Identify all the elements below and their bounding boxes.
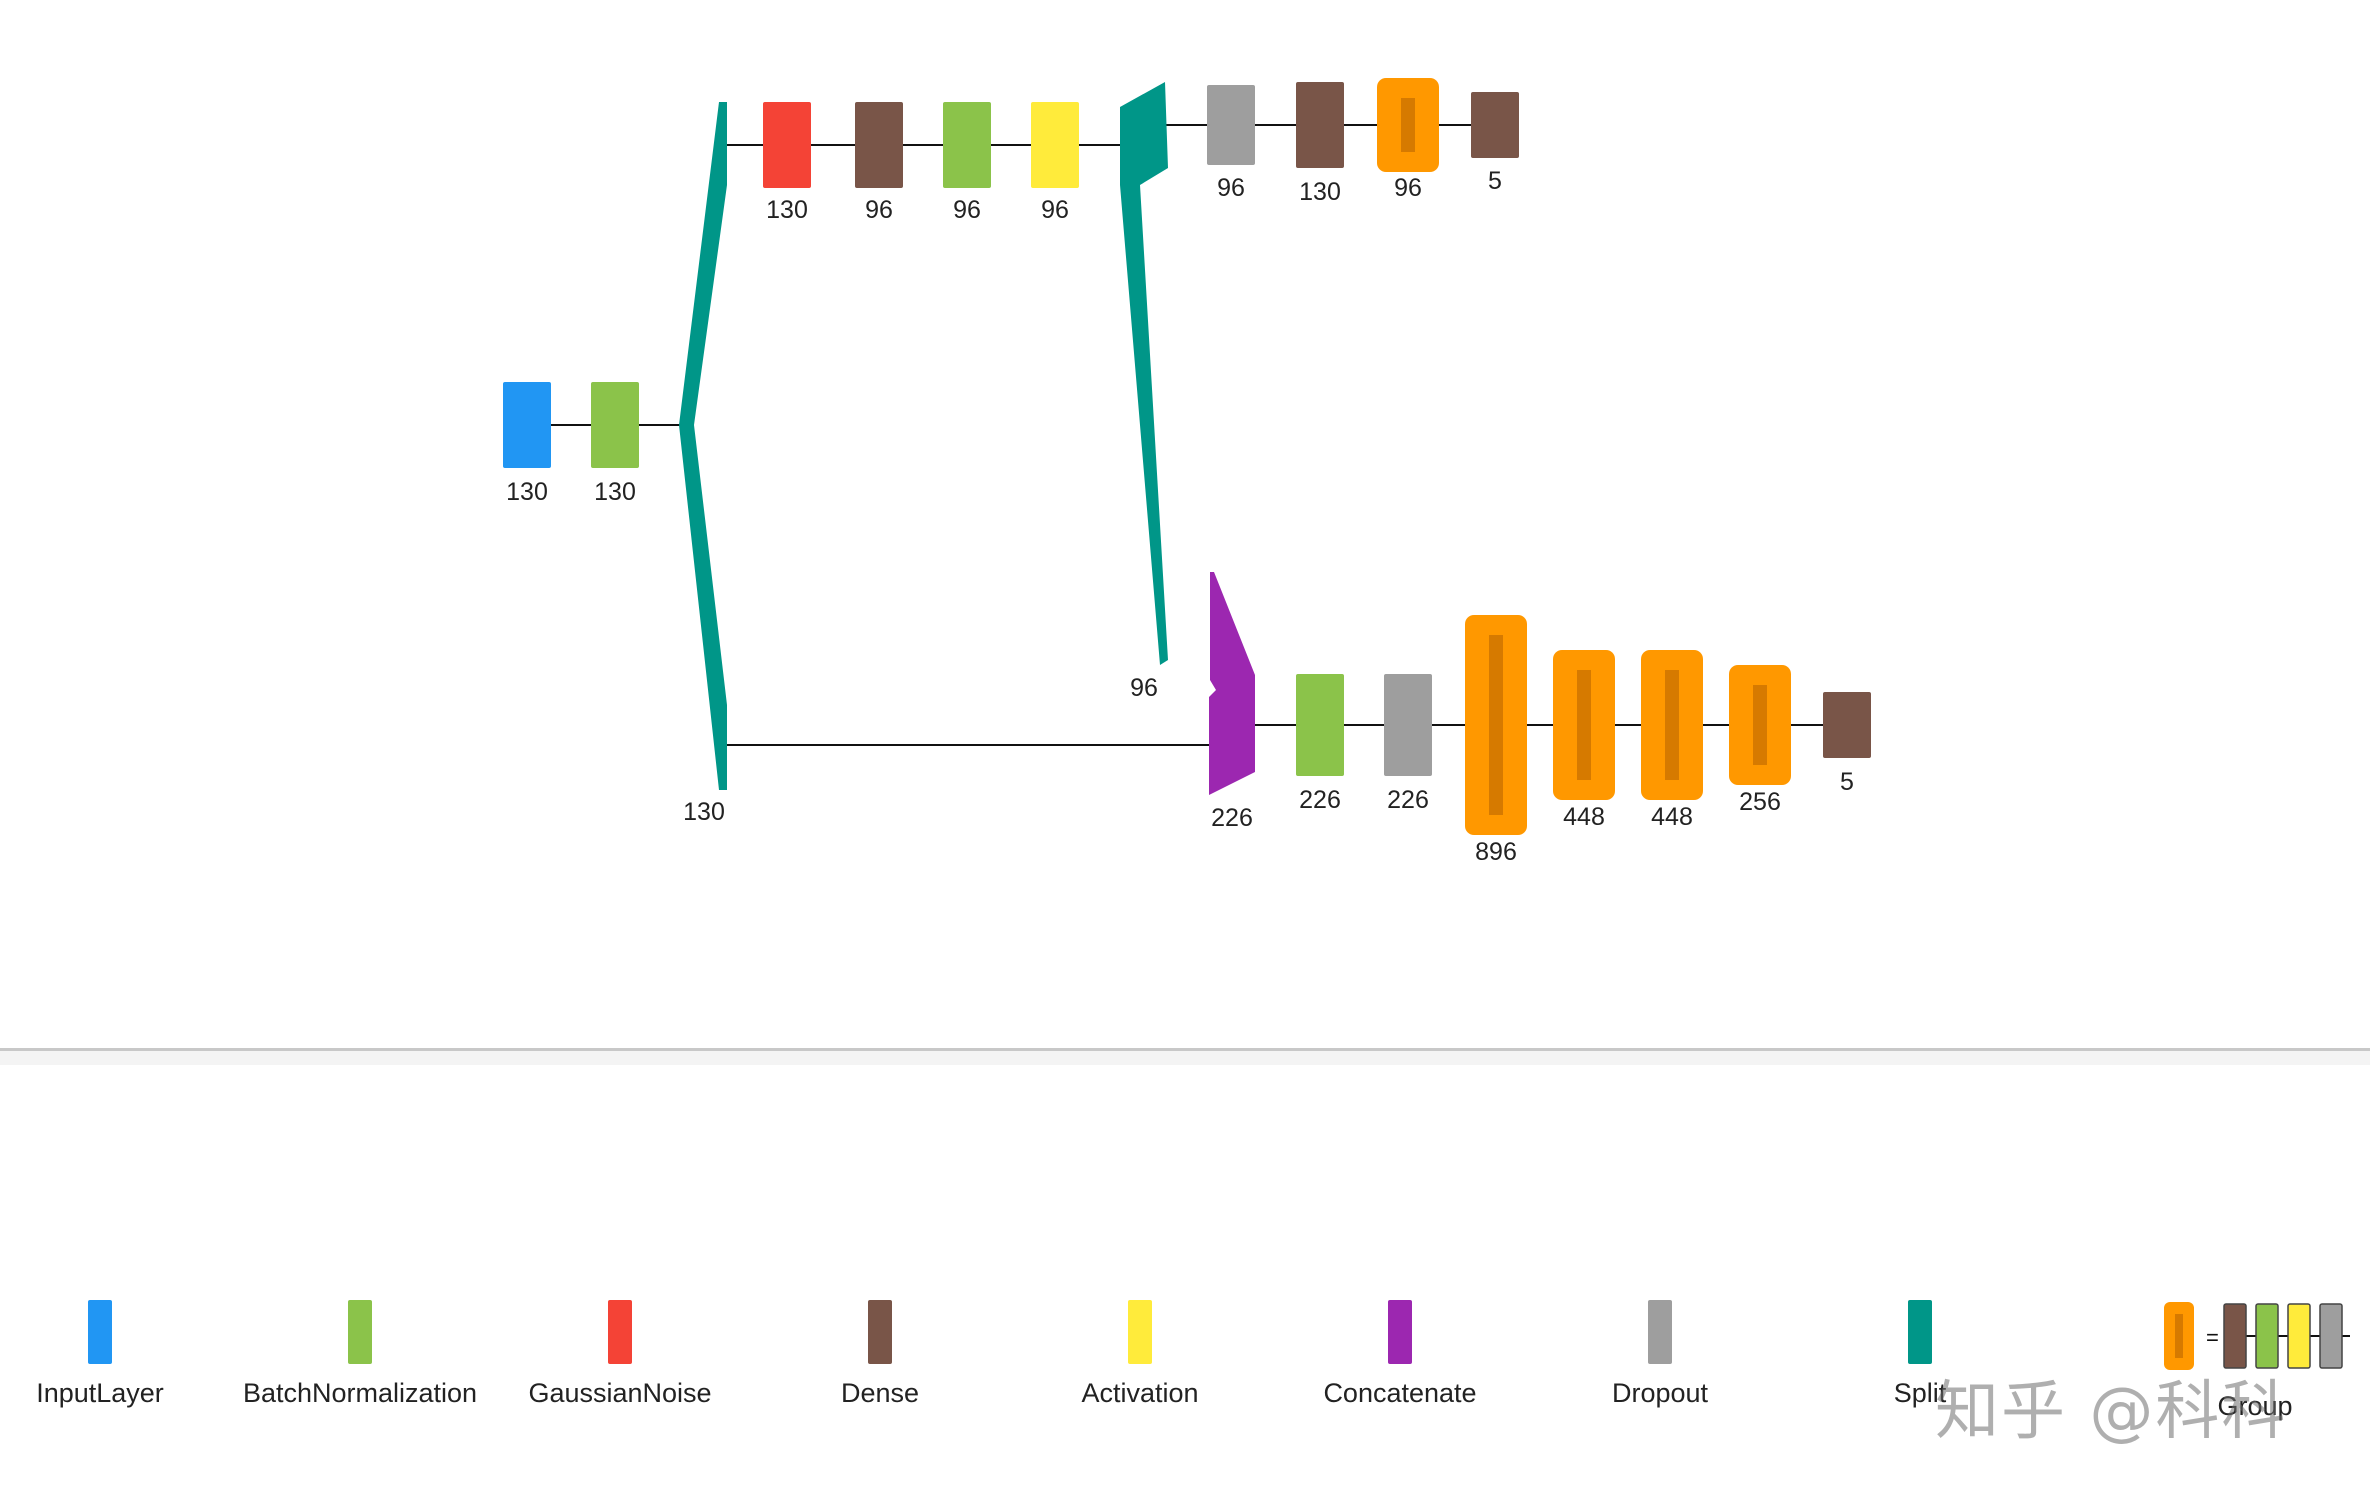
legend-swatch-batch-normalization xyxy=(348,1300,372,1364)
legend-group-part-batch-normalization xyxy=(2255,1303,2279,1369)
node-group-bottomhead-2-inner xyxy=(1489,635,1503,815)
legend-group-part-dense xyxy=(2223,1303,2247,1369)
legend-swatch-concatenate xyxy=(1388,1300,1412,1364)
node-dropout-bottomhead-1[interactable] xyxy=(1384,674,1432,776)
node-dense-bottomhead-6[interactable] xyxy=(1823,692,1871,758)
node-batch-normalization-top-2[interactable] xyxy=(943,102,991,188)
concatenate-shape[interactable] xyxy=(1209,572,1255,795)
split-top-shape[interactable] xyxy=(1120,82,1168,665)
node-batch-normalization-input-1-units: 130 xyxy=(594,478,636,506)
section-divider xyxy=(0,1048,2370,1051)
node-dense-top-1-units: 96 xyxy=(865,196,893,224)
legend-label-concatenate: Concatenate xyxy=(1323,1378,1477,1408)
legend-swatch-split xyxy=(1908,1300,1932,1364)
legend-label-activation: Activation xyxy=(1081,1378,1199,1408)
legend-group-equals: = xyxy=(2206,1325,2219,1350)
legend-item-gaussian-noise: GaussianNoise xyxy=(490,1300,750,1409)
legend-label-split: Split xyxy=(1893,1378,1947,1408)
legend-label-gaussian-noise: GaussianNoise xyxy=(528,1378,712,1408)
node-dense-tophead-1-units: 130 xyxy=(1299,178,1341,206)
legend-label-group: Group xyxy=(2217,1391,2293,1421)
unit-labels: 130 130 130 96 96 96 96 130 96 5 226 226 896 448 448 25… xyxy=(506,167,1854,866)
node-dense-top-1[interactable] xyxy=(855,102,903,188)
legend-swatch-input-layer xyxy=(88,1300,112,1364)
legend-item-group: = Group xyxy=(2150,1300,2360,1422)
node-dense-tophead-1[interactable] xyxy=(1296,82,1344,168)
legend-label-input-layer: InputLayer xyxy=(36,1378,164,1408)
node-group-tophead-2-units: 96 xyxy=(1394,174,1422,202)
node-input-layer-input-0[interactable] xyxy=(503,382,551,468)
split-top-units: 96 xyxy=(1130,674,1158,702)
node-batch-normalization-bottomhead-0-units: 226 xyxy=(1299,786,1341,814)
legend-swatch-group: = xyxy=(2164,1302,2350,1370)
legend-swatch-dense xyxy=(868,1300,892,1364)
node-group-bottomhead-5-units: 256 xyxy=(1739,788,1781,816)
legend-group-inner xyxy=(2175,1314,2183,1358)
legend-group-part-dropout xyxy=(2319,1303,2343,1369)
node-batch-normalization-top-2-units: 96 xyxy=(953,196,981,224)
layer-nodes xyxy=(503,78,1871,835)
node-batch-normalization-bottomhead-0[interactable] xyxy=(1296,674,1344,776)
legend-swatch-dropout xyxy=(1648,1300,1672,1364)
node-dropout-bottomhead-1-units: 226 xyxy=(1387,786,1429,814)
node-group-bottomhead-4-inner xyxy=(1665,670,1679,780)
split-main-units: 130 xyxy=(683,798,725,826)
split-main-shape[interactable] xyxy=(679,102,727,790)
legend-item-input-layer: InputLayer xyxy=(0,1300,230,1409)
node-batch-normalization-input-1[interactable] xyxy=(591,382,639,468)
node-activation-top-3[interactable] xyxy=(1031,102,1079,188)
node-dense-bottomhead-6-units: 5 xyxy=(1840,768,1854,796)
node-gaussian-noise-top-0[interactable] xyxy=(763,102,811,188)
legend-item-split: Split xyxy=(1790,1300,2050,1409)
legend-swatch-activation xyxy=(1128,1300,1152,1364)
node-group-bottomhead-3-units: 448 xyxy=(1563,803,1605,831)
node-activation-top-3-units: 96 xyxy=(1041,196,1069,224)
node-dense-tophead-3-units: 5 xyxy=(1488,167,1502,195)
concatenate-units: 226 xyxy=(1211,804,1253,832)
node-group-tophead-2-inner xyxy=(1401,98,1415,152)
node-group-bottomhead-4-units: 448 xyxy=(1651,803,1693,831)
watermark-text: 知乎 @科科 xyxy=(1935,1375,2288,1449)
legend-item-concatenate: Concatenate xyxy=(1270,1300,1530,1409)
section-divider-shadow xyxy=(0,1051,2370,1065)
legend-item-dense: Dense xyxy=(750,1300,1010,1409)
node-dropout-tophead-0-units: 96 xyxy=(1217,174,1245,202)
legend-item-dropout: Dropout xyxy=(1530,1300,1790,1409)
node-input-layer-input-0-units: 130 xyxy=(506,478,548,506)
legend-item-batch-normalization: BatchNormalization xyxy=(230,1300,490,1409)
legend-label-batch-normalization: BatchNormalization xyxy=(242,1378,478,1408)
node-gaussian-noise-top-0-units: 130 xyxy=(766,196,808,224)
legend-group-part-activation xyxy=(2287,1303,2311,1369)
node-group-bottomhead-2-units: 896 xyxy=(1475,838,1517,866)
legend-label-dense: Dense xyxy=(840,1378,920,1408)
network-diagram: 130 130 130 96 96 96 96 130 96 5 226 226 896 448 448 25… xyxy=(503,78,1871,866)
legend-label-dropout: Dropout xyxy=(1611,1378,1709,1408)
legend-item-activation: Activation xyxy=(1010,1300,1270,1409)
node-group-bottomhead-5-inner xyxy=(1753,685,1767,765)
legend-swatch-gaussian-noise xyxy=(608,1300,632,1364)
node-group-bottomhead-3-inner xyxy=(1577,670,1591,780)
node-dense-tophead-3[interactable] xyxy=(1471,92,1519,158)
node-dropout-tophead-0[interactable] xyxy=(1207,85,1255,165)
